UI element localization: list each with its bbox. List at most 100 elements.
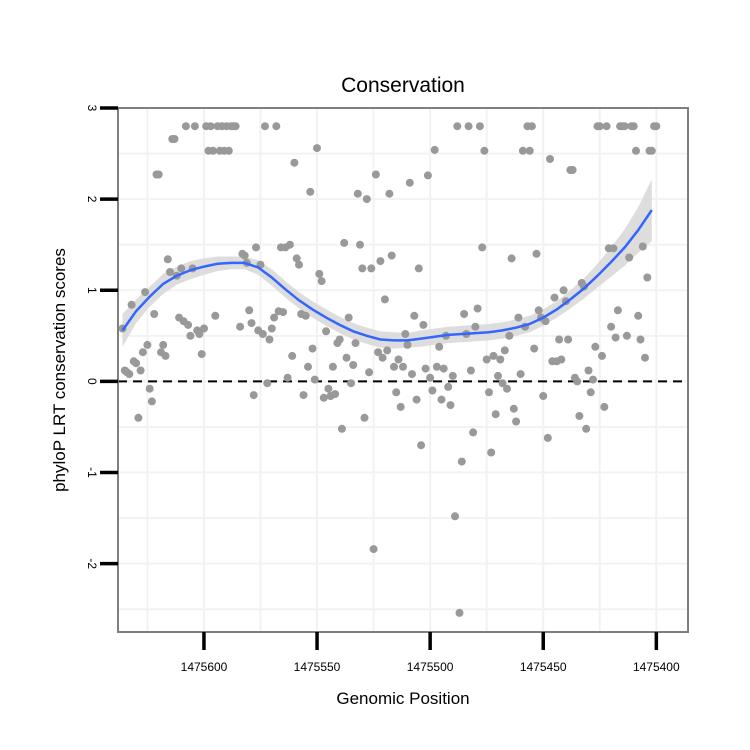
data-point [272,122,281,131]
data-point [421,364,430,373]
y-tick-label: 3 [85,105,99,112]
data-point [145,384,154,393]
data-point [403,340,412,349]
data-point [555,335,564,344]
data-point [288,351,297,360]
data-point [310,375,319,384]
data-point [283,373,292,382]
data-point [607,322,616,331]
data-point [132,359,141,368]
data-point [451,512,459,521]
data-point [308,344,317,353]
data-point [439,364,448,373]
data-point [371,170,380,179]
data-point [186,331,195,340]
data-point [197,350,206,359]
chart-title: Conservation [341,74,465,97]
data-point [170,135,179,143]
data-point [304,362,312,371]
data-point [509,404,518,413]
data-point [466,366,475,375]
data-point [362,195,371,204]
data-point [360,413,369,422]
data-point [507,254,516,263]
plot-border [117,107,689,633]
data-point [496,355,505,364]
data-point [301,311,310,320]
data-point [317,277,326,286]
data-point [322,327,331,336]
data-point [340,238,349,247]
data-point [290,158,299,167]
data-point [550,293,559,302]
data-point [385,189,394,198]
data-point [365,368,374,377]
data-point [299,391,308,400]
data-point [376,257,385,266]
data-point [147,397,156,406]
data-point [184,320,193,329]
data-point [195,330,204,338]
data-point [209,146,217,155]
data-point [141,288,150,297]
data-point [258,330,267,338]
data-point [374,348,383,357]
data-point [460,310,469,318]
data-point [643,273,652,282]
data-point [480,146,489,155]
data-point [600,402,609,411]
data-point [437,395,446,404]
data-point [446,401,455,410]
data-point [430,145,439,154]
data-point [419,320,428,329]
data-point [498,379,507,388]
data-point [247,319,256,328]
y-tick-label: -2 [85,558,99,569]
data-point [478,243,487,252]
data-point [503,384,511,393]
data-point [514,313,523,322]
data-point [582,424,591,433]
data-point [265,335,274,344]
data-point [527,122,536,131]
data-point [224,146,233,155]
data-point [138,348,147,357]
data-point [159,340,168,349]
data-point [181,122,190,131]
data-point [641,353,649,362]
data-point [392,388,401,397]
data-point [125,370,134,379]
data-point [313,144,321,153]
data-point [559,286,568,295]
data-point [315,269,324,278]
data-point [206,122,215,131]
data-point [589,375,597,384]
smooth-trend-line [121,209,653,342]
data-point [647,146,656,155]
data-point [279,308,288,317]
data-point [161,351,170,360]
data-point [399,362,407,371]
data-point [625,253,634,262]
data-point [154,170,163,179]
data-point [396,402,405,411]
data-point [518,146,527,155]
data-point [634,311,643,320]
data-point [335,335,344,344]
data-point [489,351,498,360]
data-point [609,244,618,253]
data-point [295,260,303,269]
grid-lines [118,108,688,632]
data-point [261,122,269,131]
data-point [455,608,464,617]
data-point [267,324,276,333]
data-point [539,392,548,400]
data-point [473,304,482,313]
data-point [401,330,410,338]
data-point [629,122,638,131]
data-point [652,122,661,131]
data-point [613,306,622,315]
data-point [428,386,437,395]
data-point [516,370,525,379]
